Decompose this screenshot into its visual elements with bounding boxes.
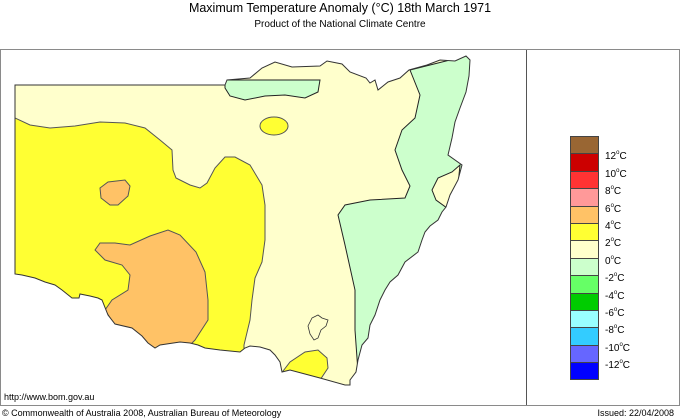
source-url[interactable]: http://www.bom.gov.au (4, 392, 95, 402)
legend-label: 2oC (605, 237, 622, 250)
legend-swatch (570, 257, 599, 276)
legend-label: -2oC (605, 272, 625, 285)
legend-swatch (570, 188, 599, 206)
issued-date: Issued: 22/04/2008 (597, 408, 674, 418)
legend-swatch (570, 222, 599, 241)
legend-label: 0oC (605, 254, 622, 267)
copyright-text: © Commonwealth of Australia 2008, Austra… (2, 408, 282, 418)
legend-label: -4oC (605, 289, 625, 302)
legend-swatch (570, 153, 599, 171)
legend-label: 8oC (605, 185, 622, 198)
legend-label: 4oC (605, 220, 622, 232)
legend-swatch (570, 362, 599, 381)
legend-divider (526, 50, 527, 405)
legend-swatch (570, 292, 599, 310)
legend-label: 6oC (605, 202, 622, 215)
legend-swatch (570, 327, 599, 345)
legend-label: -12oC (605, 359, 631, 372)
legend-swatch (570, 275, 599, 293)
legend-swatch (570, 344, 599, 363)
legend-label: 12oC (605, 150, 627, 163)
legend-label: -10oC (605, 341, 631, 354)
chart-subtitle: Product of the National Climate Centre (254, 19, 426, 30)
legend-label: -6oC (605, 307, 625, 319)
color-legend (570, 136, 599, 381)
legend-label: -8oC (605, 324, 625, 337)
chart-title: Maximum Temperature Anomaly (°C) 18th Ma… (188, 1, 492, 15)
legend-swatch (570, 205, 599, 223)
legend-swatch (570, 309, 599, 328)
legend-swatch (570, 240, 599, 258)
legend-swatch (570, 170, 599, 189)
legend-swatch (570, 136, 599, 154)
legend-label: 10oC (605, 167, 627, 180)
